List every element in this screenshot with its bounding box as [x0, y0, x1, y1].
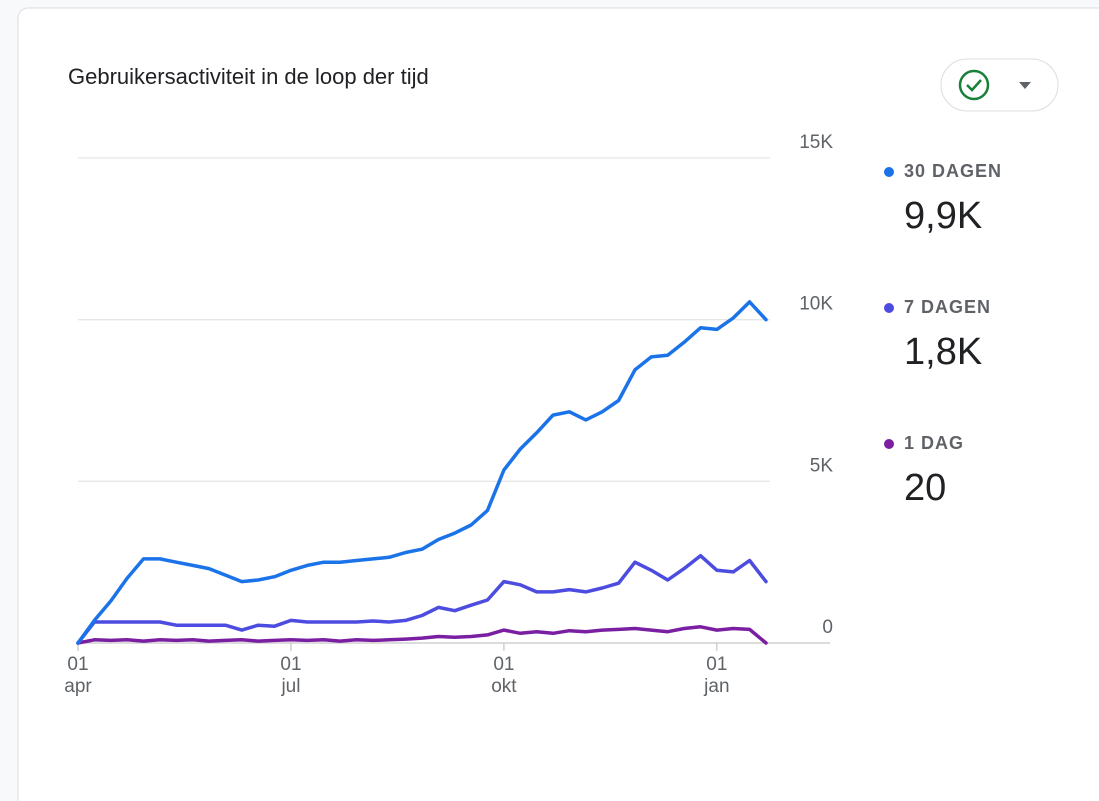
- x-tick-label: 01 okt: [491, 654, 517, 697]
- y-tick-label: 5K: [810, 455, 834, 476]
- legend-dot: [884, 439, 894, 449]
- x-tick-label: 01 jan: [703, 654, 729, 697]
- series-line: [76, 553, 768, 645]
- x-tick-label: 01 apr: [64, 654, 92, 697]
- legend-value: 20: [904, 467, 946, 509]
- legend-name: 1 DAG: [904, 433, 964, 453]
- dropdown-arrow: [1019, 82, 1031, 89]
- series-line: [76, 300, 768, 645]
- legend-value: 9,9K: [904, 195, 982, 237]
- chart-title: Gebruikersactiviteit in de loop der tijd: [68, 64, 429, 89]
- check-mark: [966, 79, 982, 92]
- legend-dot: [884, 303, 894, 313]
- legend-name: 30 DAGEN: [904, 161, 1002, 181]
- legend-value: 1,8K: [904, 331, 982, 373]
- x-tick-label: 01 jul: [280, 654, 301, 697]
- y-tick-label: 10K: [799, 294, 833, 315]
- button-frame[interactable]: [940, 58, 1059, 112]
- legend-dot: [884, 167, 894, 177]
- check-icon: [958, 69, 990, 101]
- legend-name: 7 DAGEN: [904, 297, 991, 317]
- card: [17, 7, 1099, 801]
- series-line: [76, 625, 768, 645]
- filter-button[interactable]: [940, 58, 1059, 112]
- y-tick-label: 0: [822, 617, 833, 638]
- y-tick-label: 15K: [799, 132, 833, 153]
